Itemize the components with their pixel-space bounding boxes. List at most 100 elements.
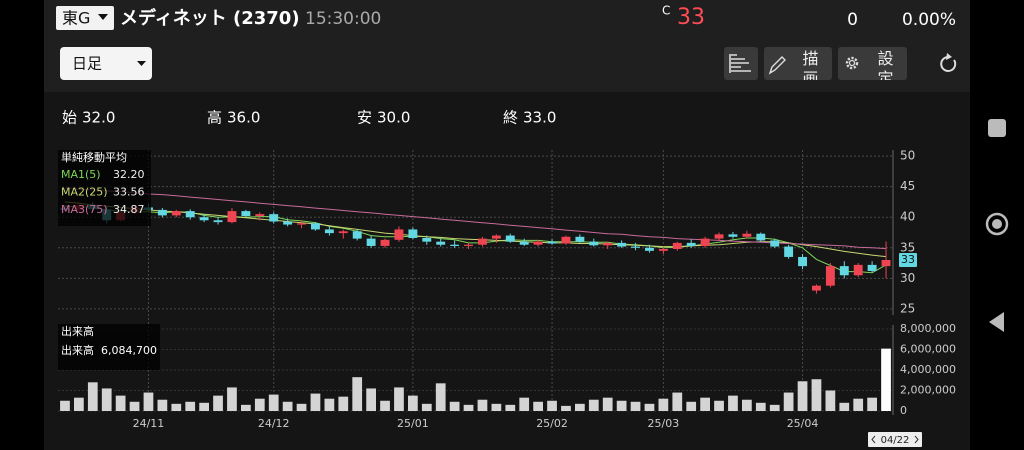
- cursor-arrows[interactable]: [871, 435, 919, 444]
- volume-tick-label: 8,000,000: [900, 322, 956, 335]
- candle-body: [853, 264, 863, 276]
- market-dropdown[interactable]: [56, 6, 114, 30]
- volume-bar: [463, 404, 474, 411]
- volume-bar: [60, 400, 70, 411]
- candle-body: [157, 209, 167, 216]
- x-tick-label: 24/11: [133, 417, 165, 430]
- volume-bar: [755, 402, 766, 411]
- volume-bar: [380, 400, 390, 411]
- candle-body: [199, 217, 209, 221]
- ohlc-label: 高: [207, 109, 222, 127]
- volume-bar: [700, 397, 710, 411]
- price-flag: C: [662, 4, 670, 18]
- candle-body: [394, 229, 404, 240]
- volume-bar: [714, 400, 724, 411]
- volume-bar: [352, 377, 363, 411]
- nav-recent[interactable]: [988, 119, 1006, 137]
- candle-body: [825, 266, 835, 286]
- x-tick-label: 25/02: [536, 417, 568, 430]
- ma-line: [64, 187, 887, 250]
- stock-name: メディネット (2370): [120, 7, 300, 29]
- volume-bar: [533, 401, 543, 411]
- volume-bar: [811, 379, 822, 411]
- settings-button[interactable]: [838, 47, 907, 80]
- volume-bar: [366, 388, 376, 411]
- volume-bar: [324, 398, 335, 411]
- volume-bar: [213, 395, 223, 411]
- candle-body: [798, 256, 807, 267]
- volume-bar: [561, 405, 571, 411]
- volume-bar: [575, 403, 585, 411]
- volume-bar: [157, 399, 168, 411]
- candle-body: [269, 214, 279, 222]
- volume-bar: [853, 398, 864, 411]
- candle-body: [519, 241, 529, 245]
- candle-body: [728, 234, 738, 237]
- candle-body: [742, 233, 752, 237]
- volume-bar: [394, 387, 404, 411]
- volume-bar: [881, 348, 891, 411]
- candle-body: [881, 260, 891, 267]
- cursor-date: 04/22: [881, 435, 910, 446]
- candle-body: [324, 229, 334, 234]
- candle-body: [867, 264, 877, 271]
- volume-tick-label: 0: [900, 404, 907, 417]
- volume-tick-label: 2,000,000: [900, 384, 956, 397]
- draw-button[interactable]: [764, 47, 832, 80]
- candle-body: [255, 214, 265, 216]
- volume-bar: [839, 402, 850, 411]
- reload-arrow: [946, 53, 952, 60]
- gear-icon: [848, 59, 856, 67]
- volume-value: 6,084,700: [101, 344, 157, 357]
- period: 日足: [72, 55, 102, 73]
- candle-body: [464, 244, 473, 246]
- volume-bar: [505, 404, 516, 411]
- candle-body: [380, 239, 390, 246]
- cursor-date-box[interactable]: [868, 432, 922, 447]
- volume-bar: [644, 403, 655, 411]
- volume-bar: [630, 401, 641, 411]
- y-tick-label: 50: [900, 149, 915, 163]
- y-tick-label: 25: [900, 301, 915, 315]
- candle-body: [366, 238, 376, 246]
- volume-bar: [241, 404, 251, 411]
- volume-bar: [199, 402, 209, 411]
- nav-back[interactable]: [989, 312, 1004, 332]
- ohlc-label: 終: [503, 109, 518, 127]
- volume-bar: [338, 396, 349, 411]
- ohlc-value: 36.0: [227, 109, 260, 127]
- candle-body: [756, 233, 766, 241]
- candle-body: [714, 234, 724, 239]
- candle-body: [171, 211, 181, 216]
- volume-tick-label: 6,000,000: [900, 343, 956, 356]
- volume-bar: [769, 404, 780, 411]
- volume-bar: [185, 401, 196, 411]
- reload-icon[interactable]: [940, 55, 957, 72]
- volume-bar: [254, 398, 265, 411]
- candle-body: [338, 231, 348, 234]
- volume-bar: [477, 399, 488, 411]
- candle-body: [450, 244, 460, 246]
- candle-body: [589, 241, 599, 246]
- settings-label: 設定: [875, 50, 894, 90]
- candle-body: [311, 223, 320, 230]
- candle-body: [839, 266, 849, 276]
- volume-name: 出来高: [61, 343, 94, 357]
- candle-body: [658, 249, 668, 251]
- candle-body: [241, 211, 251, 216]
- candle-body: [631, 246, 640, 248]
- nav-home[interactable]: [985, 212, 1009, 236]
- candle-body: [227, 211, 237, 223]
- candle-body: [700, 238, 710, 246]
- volume-bar: [296, 403, 307, 411]
- candle-body: [533, 241, 543, 245]
- nav-home-dot: [992, 219, 1002, 229]
- x-tick-label: 25/04: [787, 417, 819, 430]
- candle-body: [686, 242, 696, 246]
- volume-bar: [547, 400, 557, 411]
- volume-bar: [101, 388, 112, 411]
- period-dropdown[interactable]: [60, 47, 152, 80]
- candle-body: [672, 242, 682, 249]
